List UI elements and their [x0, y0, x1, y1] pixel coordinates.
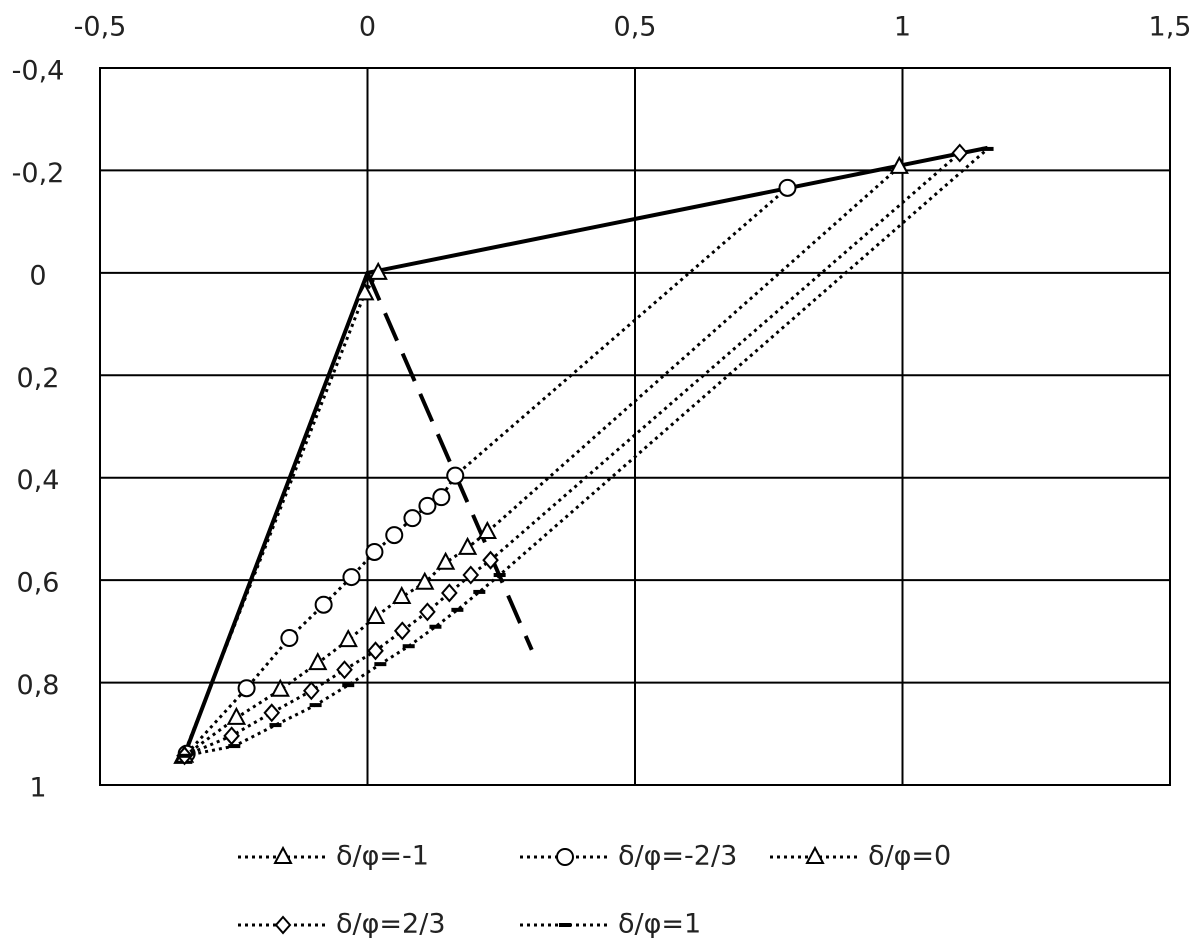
data-point	[778, 178, 797, 197]
data-point	[374, 662, 387, 667]
data-point	[432, 488, 451, 507]
y-tick-label: -0,4	[12, 56, 65, 87]
data-point	[355, 282, 375, 301]
legend-marker	[559, 923, 571, 927]
series-line	[183, 165, 901, 758]
plot-frame	[99, 67, 1171, 786]
data-point	[393, 621, 411, 641]
data-point	[365, 605, 386, 625]
data-point	[237, 679, 256, 698]
data-point	[280, 629, 299, 648]
data-point	[269, 723, 282, 728]
legend-label: δ/φ=-2/3	[618, 841, 737, 872]
data-point	[473, 589, 486, 594]
data-point	[314, 595, 333, 614]
legend-marker	[274, 915, 292, 935]
data-point	[457, 536, 478, 555]
series-line	[182, 145, 988, 756]
y-tick-label: 0,8	[17, 670, 60, 701]
data-point	[342, 683, 355, 688]
legend-label: δ/φ=2/3	[336, 909, 446, 940]
data-point	[338, 628, 358, 648]
data-point	[402, 644, 415, 649]
data-point	[981, 146, 994, 151]
data-point	[951, 143, 969, 163]
series-line	[184, 147, 989, 758]
data-point	[385, 526, 404, 545]
y-tick-label: 1	[29, 773, 46, 804]
data-point	[263, 703, 281, 723]
data-point	[223, 726, 240, 746]
x-tick-label: -0,5	[74, 12, 127, 43]
data-point	[270, 678, 290, 697]
legend-marker	[805, 845, 825, 864]
data-point	[446, 466, 465, 485]
data-point	[342, 568, 361, 587]
legend-marker	[556, 848, 574, 866]
data-point	[418, 496, 437, 515]
series-line	[365, 272, 534, 651]
data-point	[477, 520, 498, 540]
data-point	[392, 585, 412, 605]
data-point	[336, 660, 353, 680]
data-point	[462, 565, 480, 585]
x-tick-label: 1,5	[1149, 12, 1192, 43]
x-tick-label: 1	[894, 12, 911, 43]
data-point	[451, 607, 464, 612]
y-tick-label: 0,2	[17, 363, 60, 394]
data-point	[429, 624, 442, 629]
legend-label: δ/φ=0	[868, 841, 951, 872]
data-point	[889, 155, 909, 174]
y-tick-label: 0,6	[17, 568, 60, 599]
y-tick-label: -0,2	[12, 158, 65, 189]
data-point	[493, 573, 506, 578]
y-tick-label: 0	[29, 260, 46, 291]
data-point	[415, 571, 435, 590]
data-point	[309, 703, 322, 708]
data-point	[365, 542, 384, 561]
legend-marker	[273, 845, 293, 864]
data-point	[308, 651, 328, 671]
data-point	[441, 583, 458, 603]
data-point	[482, 550, 499, 570]
data-point	[228, 744, 241, 749]
x-tick-label: 0	[359, 12, 376, 43]
x-tick-label: 0,5	[614, 12, 657, 43]
data-point	[226, 706, 247, 725]
data-point	[302, 681, 320, 701]
data-point	[367, 641, 384, 661]
data-point	[178, 753, 191, 758]
legend-label: δ/φ=-1	[336, 841, 429, 872]
data-point	[419, 602, 436, 622]
data-point	[435, 551, 456, 570]
y-tick-label: 0,4	[17, 465, 60, 496]
data-point	[403, 509, 422, 528]
legend-label: δ/φ=1	[618, 909, 701, 940]
data-point	[368, 261, 388, 280]
